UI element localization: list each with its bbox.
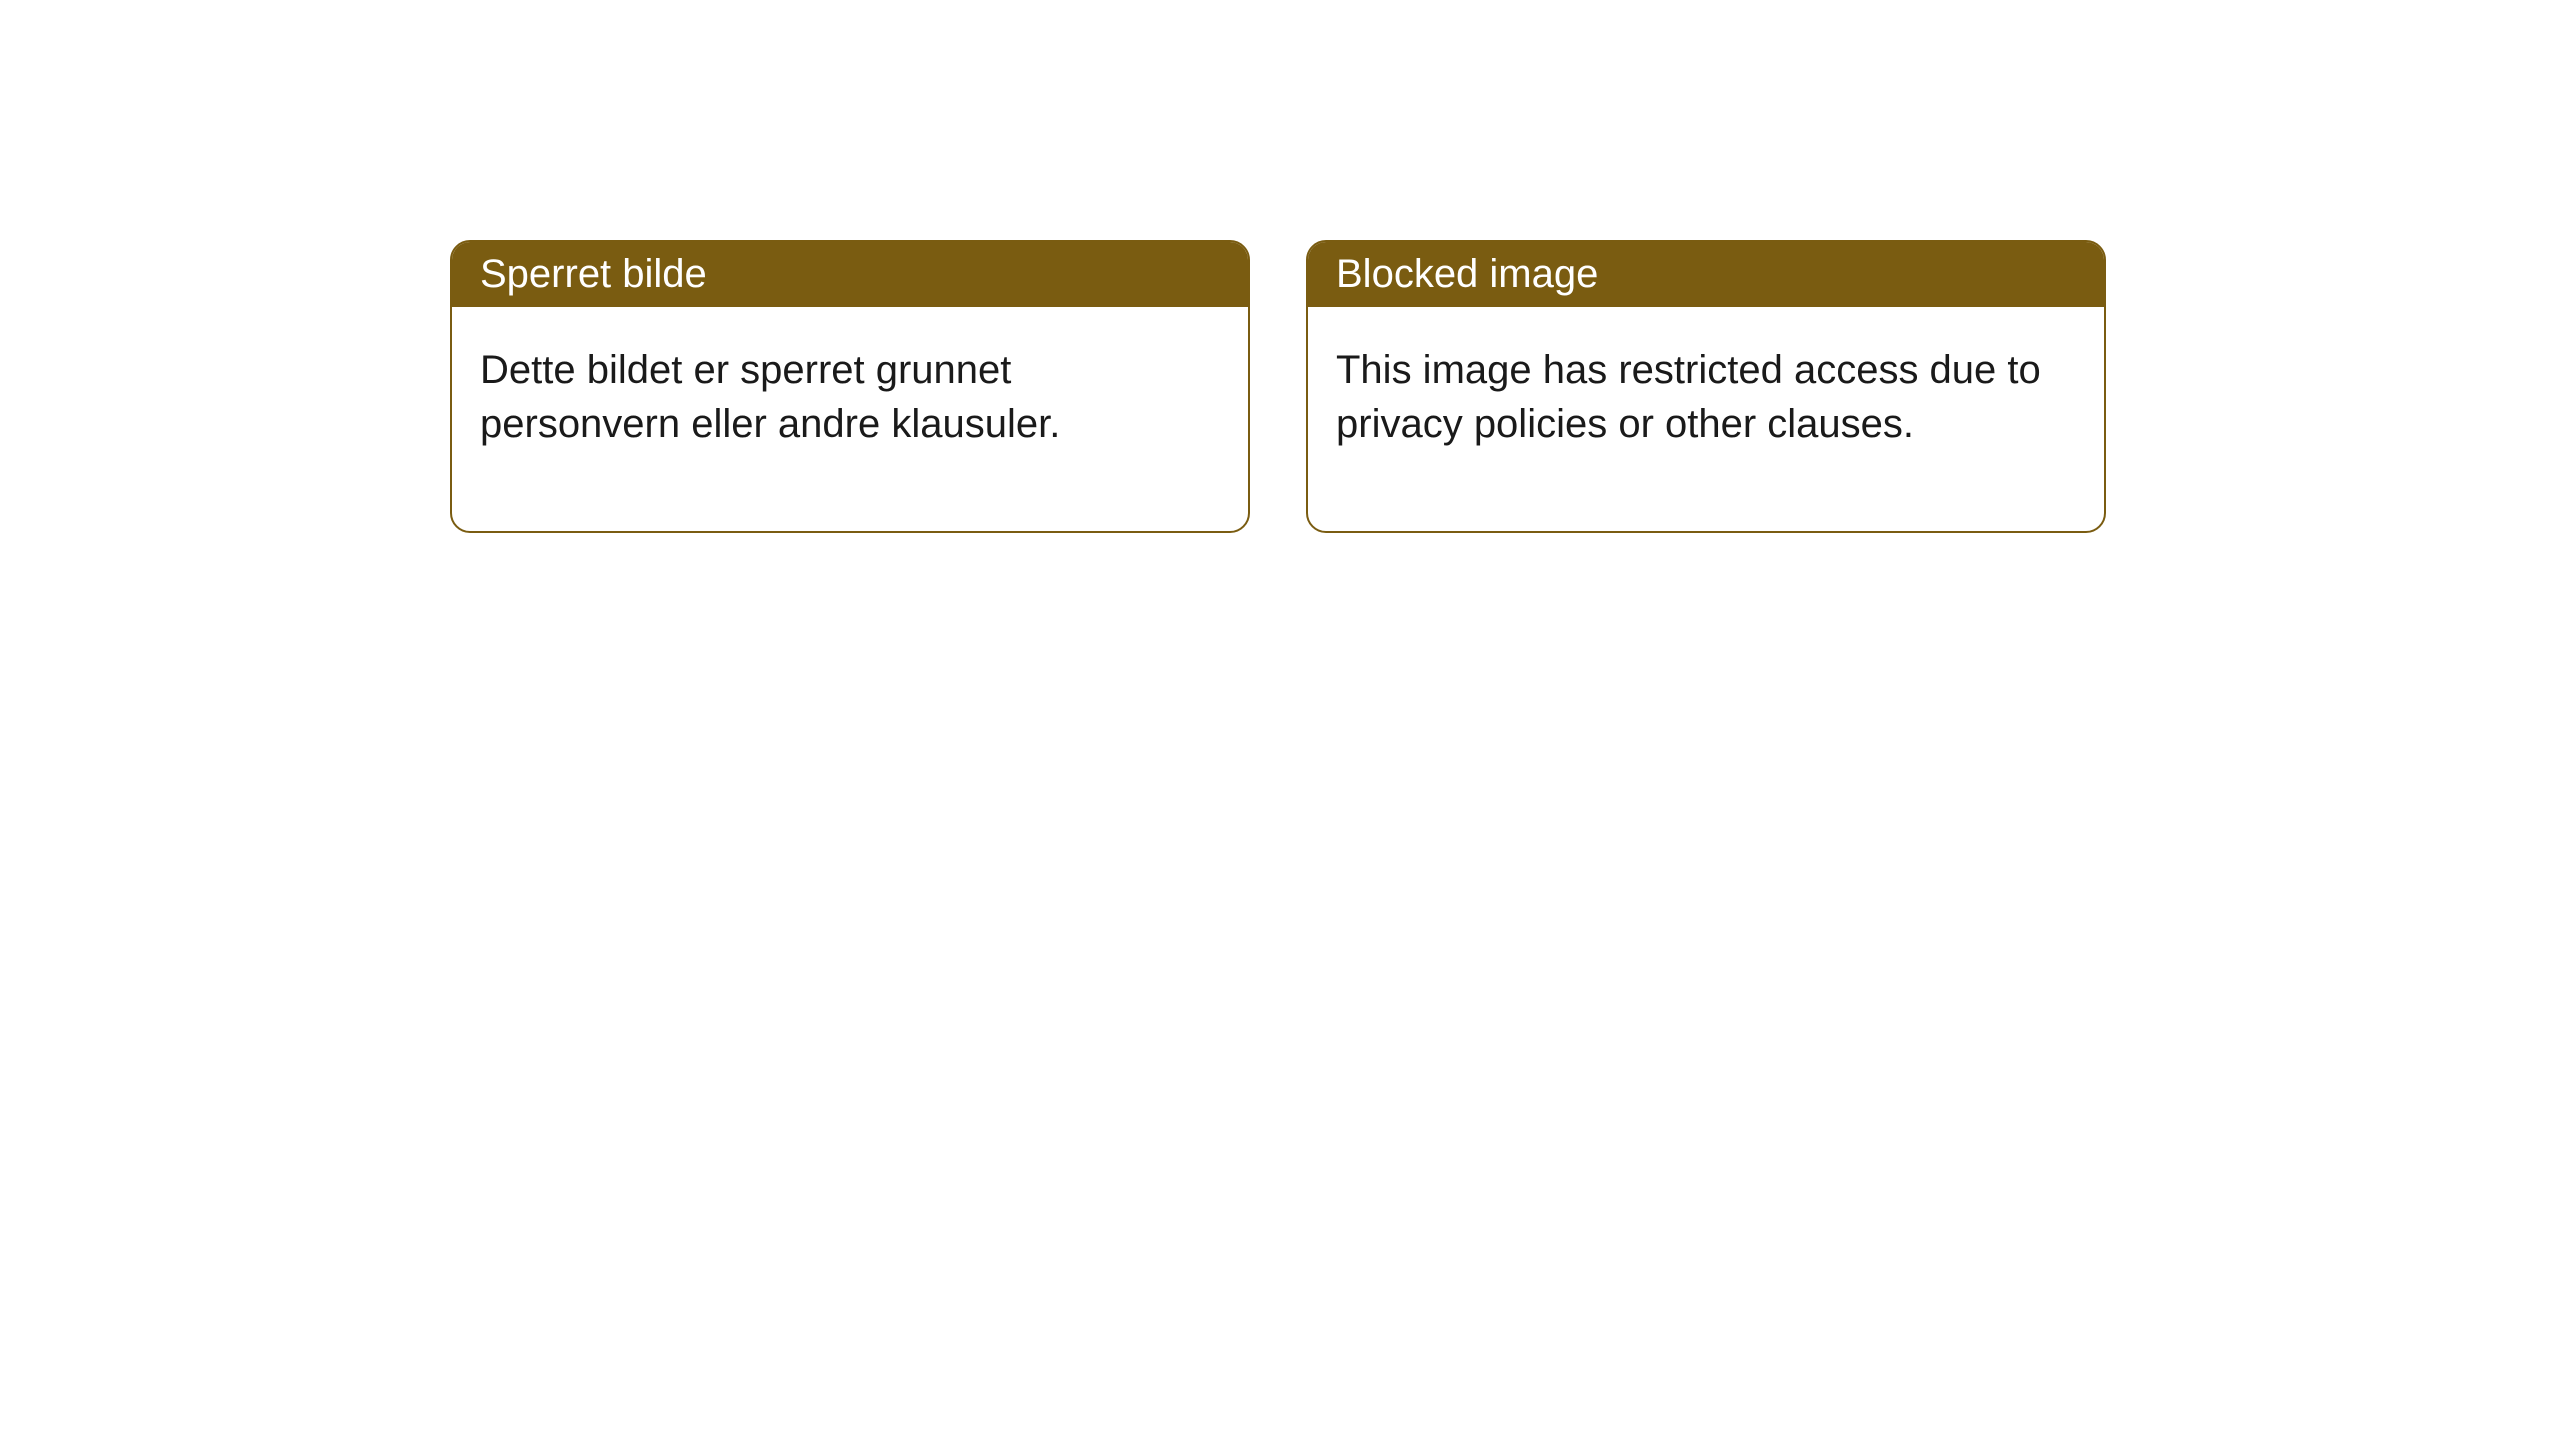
card-title-norwegian: Sperret bilde <box>452 242 1248 307</box>
card-body-norwegian: Dette bildet er sperret grunnet personve… <box>452 307 1248 531</box>
card-body-english: This image has restricted access due to … <box>1308 307 2104 531</box>
card-title-english: Blocked image <box>1308 242 2104 307</box>
card-english: Blocked image This image has restricted … <box>1306 240 2106 533</box>
card-norwegian: Sperret bilde Dette bildet er sperret gr… <box>450 240 1250 533</box>
blocked-image-cards: Sperret bilde Dette bildet er sperret gr… <box>450 240 2560 533</box>
